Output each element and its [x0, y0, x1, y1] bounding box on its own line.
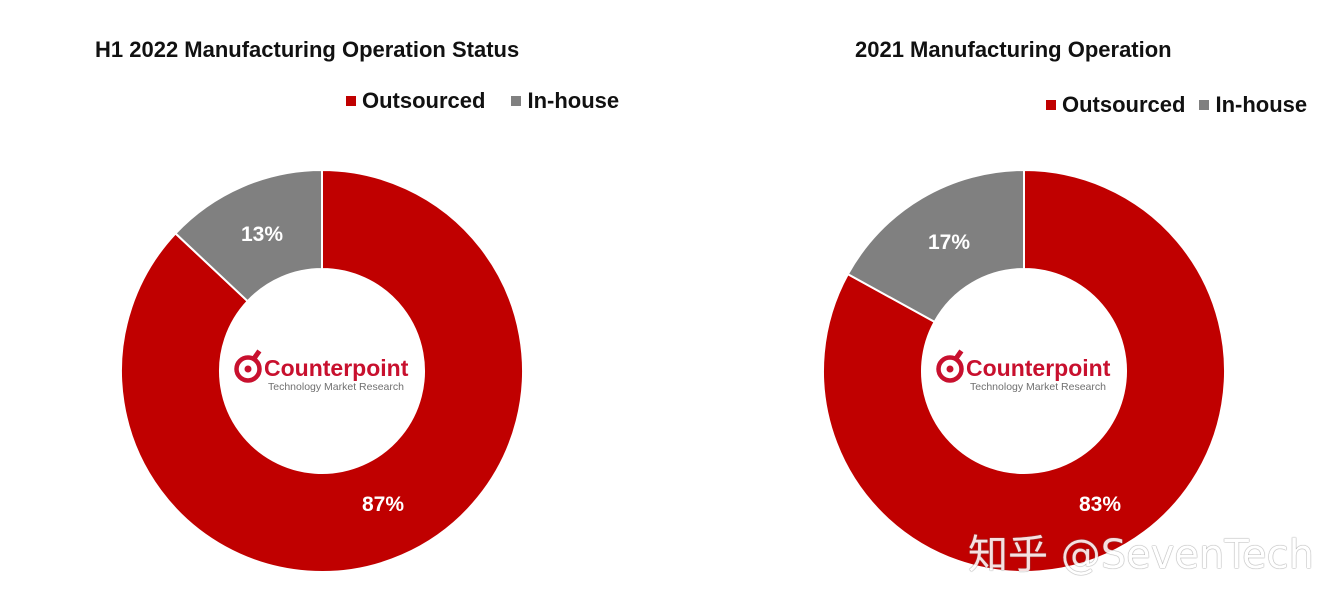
donut-chart-2021: 83% 17% Counterpoint Technology Market R…	[822, 168, 1226, 573]
logo-tagline: Technology Market Research	[268, 381, 404, 393]
donut-chart-h1-2022: 87% 13% Counterpoint Technology Market R…	[120, 168, 524, 573]
logo-name: Counterpoint	[264, 355, 409, 381]
logo-name: Counterpoint	[966, 355, 1111, 381]
chart-title: H1 2022 Manufacturing Operation Status	[95, 37, 520, 62]
legend-item-outsourced: Outsourced	[1046, 92, 1185, 118]
slice-label-in-house: 13%	[241, 223, 283, 246]
counterpoint-logo: Counterpoint Technology Market Research	[234, 349, 409, 393]
legend-swatch-outsourced	[346, 96, 356, 106]
legend-label-in-house: In-house	[527, 88, 620, 113]
counterpoint-logo: Counterpoint Technology Market Research	[936, 349, 1111, 393]
legend-swatch-in-house	[511, 96, 522, 106]
legend-label-outsourced: Outsourced	[362, 88, 486, 113]
donut-slice-outsourced	[822, 168, 1226, 573]
donut-slice-outsourced	[120, 168, 524, 573]
legend-swatch-in-house	[1199, 100, 1210, 110]
logo-tagline: Technology Market Research	[970, 381, 1106, 393]
slice-label-outsourced: 87%	[362, 493, 404, 516]
legend-label-outsourced: Outsourced	[1062, 92, 1186, 117]
chart-legend: Outsourced In-house	[1046, 92, 1307, 118]
legend-item-in-house: In-house	[511, 88, 619, 114]
legend-swatch-outsourced	[1046, 100, 1056, 110]
counterpoint-logo-mark	[936, 349, 964, 383]
watermark: 知乎 @SevenTech	[968, 532, 1314, 578]
donut-slice-in-house	[846, 168, 1025, 324]
chart-legend: Outsourced In-house	[346, 88, 619, 114]
legend-item-outsourced: Outsourced	[346, 88, 485, 114]
slice-label-in-house: 17%	[928, 231, 970, 254]
donut-slice-in-house	[174, 168, 323, 303]
slice-label-outsourced: 83%	[1079, 493, 1121, 516]
counterpoint-logo-mark	[234, 349, 262, 383]
chart-title: 2021 Manufacturing Operation	[855, 37, 1172, 62]
legend-item-in-house: In-house	[1199, 92, 1307, 118]
legend-label-in-house: In-house	[1215, 92, 1308, 117]
